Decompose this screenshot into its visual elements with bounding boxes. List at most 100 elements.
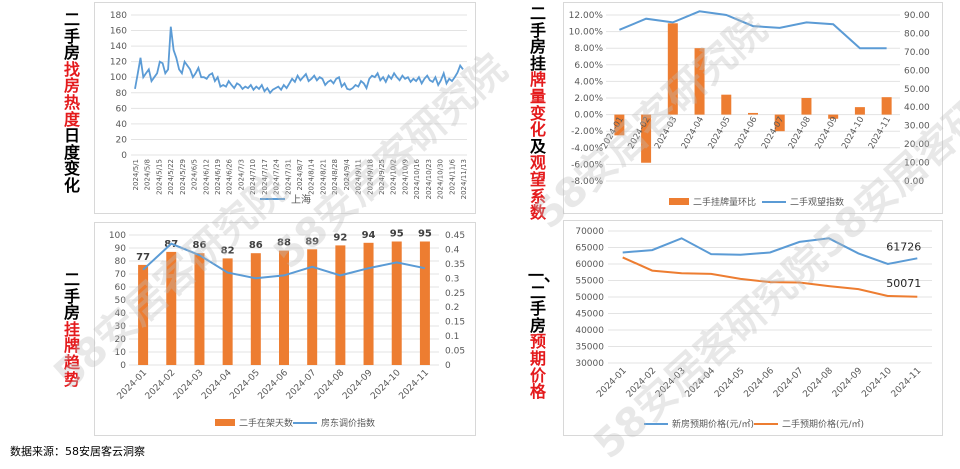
x-tick-label: 2024-10 [860, 366, 894, 400]
x-tick-label: 2024-02 [144, 368, 178, 402]
bar-listing-change [641, 114, 652, 163]
x-tick-label: 2024-11 [397, 368, 431, 402]
x-tick-label: 2024/9/25 [378, 159, 386, 195]
bar-days-on-market [194, 253, 205, 365]
y-tick-label: 80 [116, 89, 128, 99]
x-tick-label: 2024-02 [625, 366, 659, 400]
x-tick-label: 2024-05 [706, 115, 732, 151]
y-right-tick-label: 0.25 [445, 289, 465, 299]
end-value-label: 50071 [886, 277, 921, 290]
y-tick-label: 70000 [575, 227, 604, 237]
y-left-tick-label: 2.00% [574, 94, 603, 104]
y-tick-label: 60 [116, 104, 128, 114]
bar-days-on-market [222, 258, 233, 365]
y-right-tick-label: 0.3 [445, 274, 459, 284]
x-tick-label: 2024-09 [831, 366, 865, 400]
legend-label-price-adjust-index: 房东调价指数 [321, 417, 375, 429]
data-source: 数据来源：58安居客云洞察 [10, 445, 145, 458]
y-left-tick-label: 20 [115, 335, 127, 345]
y-right-tick-label: 50.00 [904, 85, 930, 95]
x-tick-label: 2024-09 [813, 115, 839, 151]
bar-days-on-market [391, 241, 402, 365]
bar-days-on-market [138, 264, 149, 365]
title-listing-change: 二手房挂牌量变化及观望系数 [529, 4, 546, 223]
y-left-tick-label: -2.00% [571, 127, 603, 137]
x-tick-label: 2024/7/24 [273, 158, 281, 194]
x-tick-label: 2024-06 [733, 115, 759, 151]
chart-trend-panel: 0 10 20 30 40 50 60 70 80 90 100 0 0.05 0.1 0.15 0.2 0.2… [94, 222, 476, 436]
x-tick-label: 2024-03 [172, 368, 206, 402]
y-tick-label: 180 [110, 11, 127, 21]
chart-listing-panel: -8.00% -6.00% -4.00% -2.00% 0.00% 2.00% 4.00% 6… [563, 2, 943, 214]
x-tick-label: 2024/9/4 [343, 158, 351, 190]
y-left-tick-label: -8.00% [571, 177, 603, 187]
bar-listing-change [881, 97, 892, 115]
legend-label-watch-index: 二手观望指数 [790, 196, 844, 208]
x-tick-label: 2024/8/14 [308, 158, 316, 194]
x-tick-label: 2024-07 [772, 366, 806, 400]
chart-trend: 0 10 20 30 40 50 60 70 80 90 100 0 0.05 0.1 0.15 0.2 0.2… [109, 229, 465, 430]
x-tick-label: 2024/7/17 [261, 159, 269, 195]
legend-label-shanghai: 上海 [291, 193, 311, 206]
x-tick-label: 2024/10/2 [390, 159, 398, 195]
x-tick-label: 2024/10/30 [437, 159, 445, 199]
x-tick-label: 2024/5/15 [155, 159, 163, 195]
y-right-tick-label: 0.05 [445, 347, 465, 357]
bar-data-label: 88 [277, 238, 291, 249]
y-tick-label: 120 [110, 58, 127, 68]
bar-listing-change [667, 23, 678, 115]
bar-days-on-market [250, 253, 261, 365]
y-right-tick-label: 40.00 [904, 103, 930, 113]
x-tick-label: 2024/6/12 [202, 159, 210, 195]
series-line-watch-index [619, 10, 887, 50]
y-right-tick-label: 0.45 [445, 231, 465, 241]
chart-heat: 0 20 40 60 80 100 120 140 160 180 2024/5/1 2024/5/8… [110, 11, 468, 206]
x-tick-label: 2024-05 [713, 366, 747, 400]
x-tick-label: 2024/10/23 [425, 159, 433, 199]
bar-listing-change [828, 114, 839, 119]
legend-swatch-days-on-market [215, 419, 235, 426]
x-tick-label: 2024-07 [760, 115, 786, 151]
title-heat: 二手房找房热度日度变化 [63, 10, 80, 195]
y-left-tick-label: 70 [115, 270, 127, 280]
bar-listing-change [721, 94, 732, 115]
x-tick-label: 2024-11 [867, 115, 893, 151]
x-tick-label: 2024/8/21 [319, 159, 327, 195]
y-left-tick-label: 0.00% [574, 111, 603, 121]
y-right-tick-label: 0.35 [445, 260, 465, 270]
y-left-tick-label: 50 [115, 296, 127, 306]
bar-days-on-market [279, 250, 289, 365]
bar-listing-change [614, 114, 625, 136]
bar-listing-change [748, 112, 758, 115]
y-tick-label: 100 [110, 73, 127, 83]
x-tick-label: 2024/5/29 [179, 159, 187, 195]
bar-data-label: 95 [418, 229, 432, 240]
y-left-tick-label: 30 [115, 322, 127, 332]
y-left-tick-label: 10.00% [569, 28, 604, 38]
y-right-tick-label: 0.00 [904, 177, 924, 187]
y-left-tick-label: 10 [115, 348, 127, 358]
bar-days-on-market [307, 249, 318, 365]
y-right-tick-label: 10.00 [904, 159, 930, 169]
y-tick-label: 40 [116, 120, 128, 130]
x-tick-label: 2024/6/26 [226, 158, 234, 194]
x-tick-label: 2024-03 [653, 115, 679, 151]
y-left-tick-label: 8.00% [574, 44, 603, 54]
y-left-tick-label: 40 [115, 309, 127, 319]
y-tick-label: 50000 [575, 293, 604, 303]
bar-listing-change [774, 114, 785, 132]
series-line-new-home-price [622, 237, 918, 266]
x-tick-label: 2024/11/13 [460, 159, 468, 199]
y-left-tick-label: -4.00% [571, 144, 603, 154]
bar-data-label: 95 [390, 229, 404, 240]
x-tick-label: 2024-06 [742, 366, 776, 400]
x-tick-label: 2024-05 [228, 368, 262, 402]
y-right-tick-label: 0.15 [445, 318, 465, 328]
x-tick-label: 2024/5/1 [132, 159, 140, 190]
x-tick-label: 2024-08 [787, 115, 813, 151]
x-tick-label: 2024-10 [840, 115, 866, 151]
bar-data-label: 94 [362, 230, 376, 241]
y-left-tick-label: 12.00% [569, 11, 604, 21]
y-tick-label: 140 [110, 42, 127, 52]
series-line-resale-price [622, 256, 918, 298]
